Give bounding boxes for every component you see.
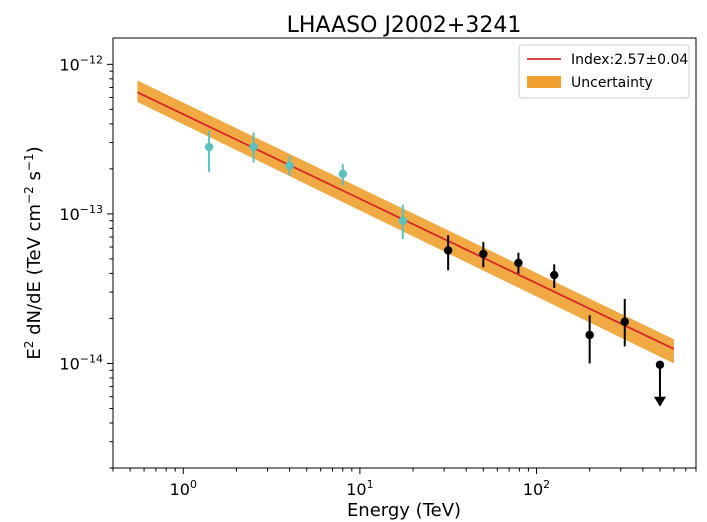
- data-marker: [443, 246, 453, 255]
- legend-uncertainty-label: Uncertainty: [571, 75, 653, 91]
- y-tick-label: 10−13: [59, 203, 103, 224]
- upper-limit: [653, 360, 666, 407]
- upper-limit-marker: [655, 360, 665, 369]
- data-point: [514, 252, 523, 274]
- x-tick-label: 101: [346, 478, 373, 499]
- legend-uncertainty-swatch: [527, 76, 561, 88]
- data-marker: [204, 142, 214, 152]
- data-point: [338, 164, 347, 186]
- x-axis-label: Energy (TeV): [347, 500, 461, 521]
- data-marker: [479, 249, 488, 259]
- legend-fit-label: Index:2.57±0.04: [571, 52, 688, 68]
- data-marker: [514, 258, 523, 268]
- y-axis-label: E2 dN/dE (TeV cm−2 s−1): [22, 146, 45, 359]
- data-marker: [620, 317, 629, 326]
- data-point: [204, 130, 214, 173]
- data-marker: [398, 216, 408, 225]
- legend: Index:2.57±0.04 Uncertainty: [518, 44, 690, 99]
- y-tick-label: 10−12: [59, 53, 103, 74]
- chart-title: LHAASO J2002+3241: [287, 13, 522, 38]
- data-marker: [285, 161, 294, 170]
- axis-ticks-layer: 100 101 102 10−14 10−13 10−12: [59, 53, 697, 499]
- data-points-layer: [204, 130, 666, 407]
- data-marker: [338, 169, 347, 179]
- legend-box: [518, 44, 690, 99]
- data-marker: [550, 270, 559, 280]
- x-tick-label: 102: [523, 478, 550, 499]
- data-marker: [585, 330, 594, 340]
- y-tick-label: 10−14: [59, 352, 103, 373]
- data-point: [249, 132, 258, 163]
- data-marker: [249, 142, 258, 152]
- data-point: [285, 155, 294, 176]
- data-point: [398, 204, 408, 239]
- data-point: [550, 264, 559, 288]
- upper-limit-arrowhead: [653, 396, 666, 407]
- data-point: [479, 241, 488, 268]
- data-point: [585, 315, 594, 364]
- data-point: [620, 298, 629, 347]
- x-tick-label: 100: [170, 478, 197, 499]
- plot-frame: [112, 37, 697, 469]
- data-point: [443, 235, 453, 271]
